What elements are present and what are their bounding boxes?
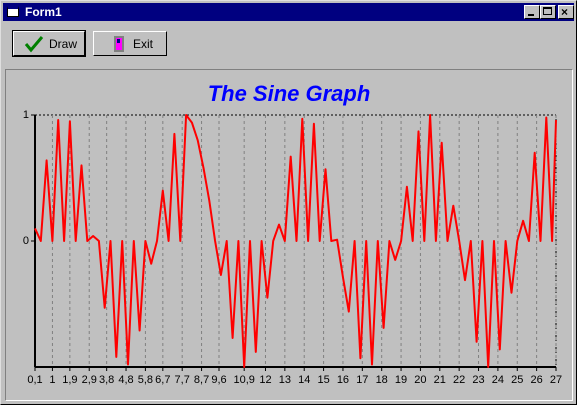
x-tick-label: 2,9	[82, 374, 97, 386]
x-tick-label: 20	[414, 374, 426, 386]
window-title: Form1	[25, 5, 62, 19]
x-tick-label: 19	[395, 374, 407, 386]
chart-title: The Sine Graph	[208, 81, 371, 106]
x-tick-label: 13	[279, 374, 291, 386]
x-tick-label: 0,1	[27, 374, 42, 386]
exit-icon	[114, 36, 124, 52]
x-tick-label: 6,7	[155, 374, 170, 386]
x-tick-label: 8,7	[194, 374, 209, 386]
x-tick-label: 12	[259, 374, 271, 386]
x-tick-label: 10,9	[233, 374, 254, 386]
y-tick-label: 0	[23, 235, 29, 247]
minimize-button[interactable]	[524, 5, 540, 19]
button-label: Draw	[49, 37, 78, 51]
x-tick-label: 27	[550, 374, 562, 386]
x-tick-label: 1,9	[62, 374, 77, 386]
window-icon	[7, 6, 19, 17]
sine-line	[34, 114, 557, 368]
x-tick-label: 22	[453, 374, 465, 386]
x-tick-label: 9,6	[211, 374, 226, 386]
button-label: Exit	[133, 37, 154, 51]
x-tick-label: 18	[376, 374, 388, 386]
x-tick-label: 4,8	[118, 374, 133, 386]
close-button[interactable]: ×	[558, 5, 574, 19]
x-tick-label: 23	[472, 374, 484, 386]
x-tick-label: 24	[492, 374, 504, 386]
maximize-button[interactable]	[540, 5, 556, 19]
title-bar: Form1 ×	[3, 3, 574, 21]
x-tick-label: 15	[317, 374, 329, 386]
x-tick-label: 1	[49, 374, 55, 386]
x-tick-label: 5,8	[138, 374, 153, 386]
x-tick-label: 26	[531, 374, 543, 386]
exit-button[interactable]: Exit	[93, 31, 167, 56]
x-tick-label: 7,7	[175, 374, 190, 386]
x-tick-label: 16	[337, 374, 349, 386]
chart-panel	[5, 69, 573, 401]
draw-button[interactable]: Draw	[12, 30, 86, 57]
x-tick-label: 17	[356, 374, 368, 386]
x-tick-label: 14	[298, 374, 310, 386]
x-tick-label: 21	[434, 374, 446, 386]
check-icon	[24, 36, 44, 53]
x-tick-label: 25	[511, 374, 523, 386]
y-tick-label: 1	[23, 109, 29, 121]
x-tick-label: 3,8	[99, 374, 114, 386]
